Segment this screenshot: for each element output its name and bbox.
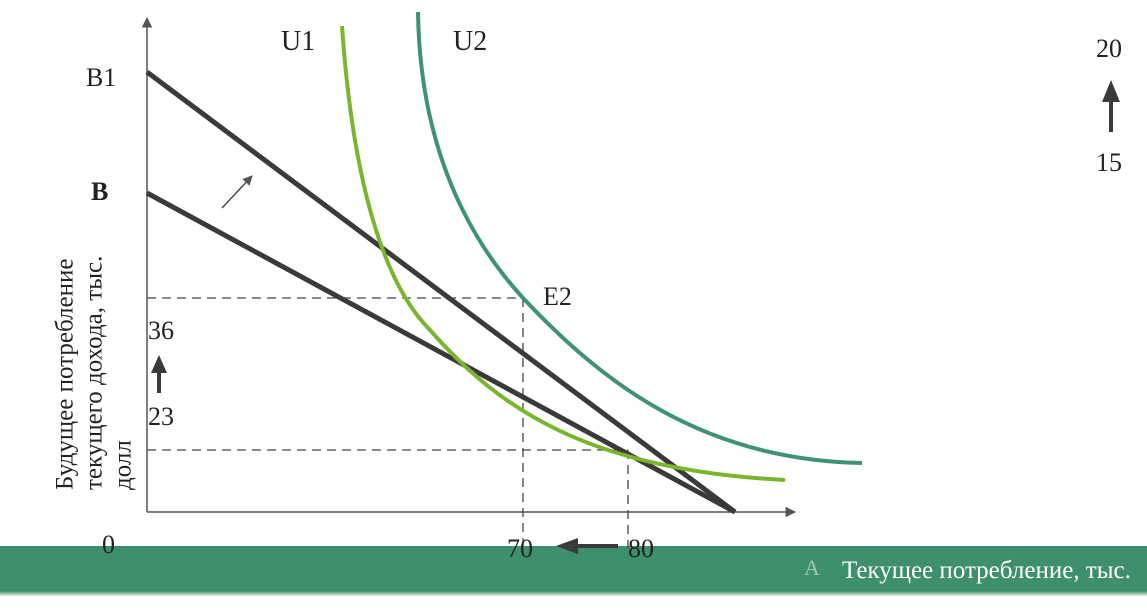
label-x70: 70 [507, 534, 533, 563]
label-right-15: 15 [1096, 148, 1122, 177]
indifference-curve-u2 [416, 11, 863, 465]
label-x80: 80 [628, 534, 654, 563]
left-arrow-head-icon [556, 538, 578, 554]
label-faint-a: A [804, 555, 820, 580]
label-b: B [91, 177, 108, 206]
label-y23: 23 [148, 402, 174, 431]
up-arrow-head-icon [151, 355, 167, 373]
label-origin: 0 [102, 530, 115, 559]
y-axis-caption-line-1: Будущее потребление [51, 258, 79, 490]
label-b1: B1 [86, 63, 116, 92]
budget-line-b1 [145, 69, 737, 515]
right-up-arrow-head-icon [1102, 80, 1120, 102]
budget-line-b [145, 190, 737, 515]
y-axis-caption-line-3: долл [109, 440, 137, 490]
shift-arrow-icon [221, 175, 253, 209]
label-right-20: 20 [1096, 34, 1122, 63]
label-u2: U2 [453, 26, 487, 57]
indifference-curve-u1 [340, 25, 786, 482]
consumption-diagram: U1 U2 B1 B E2 36 23 0 70 80 20 15 A [86, 11, 1122, 580]
bottom-color-band [0, 546, 1147, 596]
label-u1: U1 [281, 26, 315, 57]
label-y36: 36 [148, 316, 174, 345]
y-axis-caption: Будущее потребление текущего дохода, тыс… [51, 170, 138, 490]
x-axis-caption: Текущее потребление, тыс. долл. [842, 557, 1131, 614]
y-axis-caption-line-2: текущего дохода, тыс. [80, 255, 108, 490]
label-e2: E2 [543, 282, 572, 311]
